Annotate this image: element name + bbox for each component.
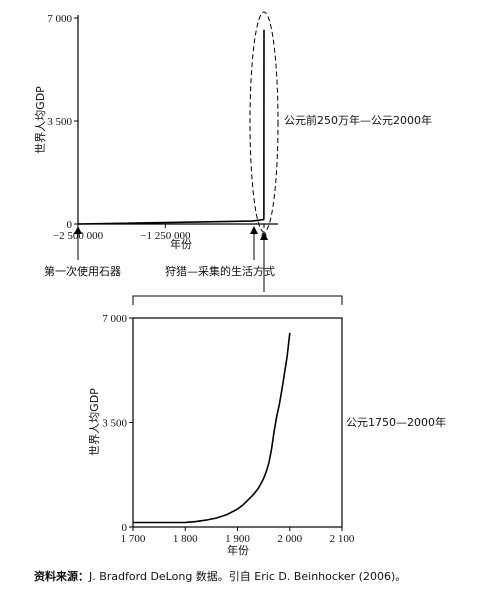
top-xtick-label: −1 250 000	[140, 230, 191, 242]
source-text: J. Bradford DeLong 数据。引自 Eric D. Beinhoc…	[88, 569, 406, 583]
bottom-range-annotation: 公元1750—2000年	[346, 415, 446, 429]
bottom-ticks: 0 3 500 7 000 1 700 1 800 1 900 2 000 2 100	[102, 313, 355, 545]
top-range-annotation: 公元前250万年—公元2000年	[284, 113, 432, 127]
top-ytick-label: 0	[67, 219, 73, 231]
source-line: 资料来源：J. Bradford DeLong 数据。引自 Eric D. Be…	[34, 569, 406, 583]
bottom-ytick-label: 0	[122, 522, 128, 534]
bottom-series-line	[133, 332, 291, 524]
connector-arrowhead	[260, 232, 268, 240]
hunter-gatherer-arrowhead	[250, 226, 258, 234]
top-series-line	[77, 29, 265, 225]
bottom-xtick-label: 1 700	[121, 533, 146, 545]
bottom-y-axis-label: 世界人均GDP	[88, 388, 101, 456]
callout-stone-tools: 第一次使用石器	[44, 264, 121, 278]
zoom-bracket	[132, 295, 343, 305]
stone-tools-arrowhead	[74, 226, 82, 234]
top-x-axis-label: 年份	[170, 237, 192, 251]
bottom-x-axis-label: 年份	[227, 543, 249, 557]
top-y-axis-label: 世界人均GDP	[34, 86, 47, 154]
bottom-xtick-label: 2 000	[277, 533, 302, 545]
bottom-ytick-label: 3 500	[102, 418, 127, 430]
bottom-plot-frame	[132, 317, 343, 528]
callout-hunter-gatherer: 狩猎—采集的生活方式	[165, 264, 275, 278]
bottom-xtick-label: 2 100	[330, 533, 355, 545]
top-ytick-label: 7 000	[47, 13, 72, 25]
bottom-ytick-label: 7 000	[102, 313, 127, 325]
source-label: 资料来源：	[34, 569, 89, 583]
bottom-chart: 0 3 500 7 000 1 700 1 800 1 900 2 000 2 100 世界人…	[88, 313, 446, 557]
top-ytick-label: 3 500	[47, 116, 72, 128]
bottom-xtick-label: 1 800	[173, 533, 198, 545]
bottom-xtick-label: 1 900	[225, 533, 250, 545]
